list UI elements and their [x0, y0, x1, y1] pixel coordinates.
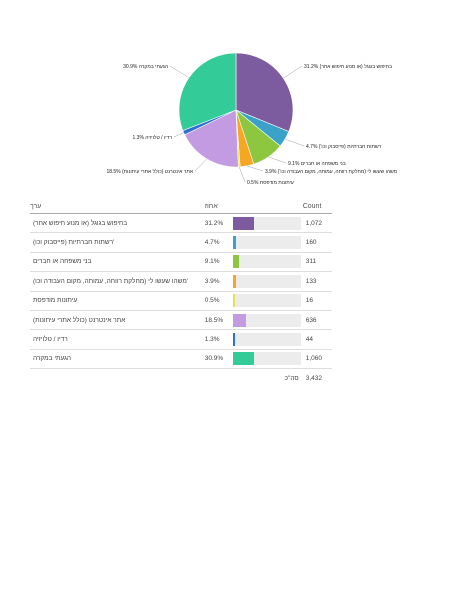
table-row: בני משפחה או חברים 9.1% 311 [30, 252, 332, 273]
row-count: 160 [302, 232, 332, 253]
row-count: 16 [302, 291, 332, 311]
row-count: 1,072 [302, 213, 332, 234]
row-label: (בחיפוש בגוגל (או מנוע חיפוש אחר [30, 213, 205, 234]
row-bar-cell [233, 213, 303, 234]
row-label: רדיו / טלויזיה [30, 329, 205, 350]
pie-leader-line [284, 138, 305, 147]
table-body: (בחיפוש בגוגל (או מנוע חיפוש אחר 31.2% 1,0… [30, 213, 332, 388]
pie-leader-line [169, 65, 190, 78]
row-label: (משהו שעשו לי (מחלקת רווחה, עמותה, מקום … [30, 271, 205, 292]
row-bar-track [233, 274, 301, 288]
row-bar-cell [233, 232, 303, 253]
row-bar-fill [233, 333, 235, 347]
row-count: 311 [302, 252, 332, 273]
row-bar-fill [233, 294, 235, 308]
header-value: ערך [30, 200, 205, 214]
pie-slice-label: 18.5% אתר אינטרנט (כולל אתרי עיתונות) [106, 168, 193, 175]
row-label: בני משפחה או חברים [30, 252, 205, 273]
table-row: רדיו / טלויזיה 1.3% 44 [30, 329, 332, 350]
row-percent: 0.5% [204, 291, 233, 311]
row-bar-cell [233, 310, 303, 331]
pie-leader-line [173, 132, 184, 138]
pie-slice [184, 109, 239, 168]
table-row: (בחיפוש בגוגל (או מנוע חיפוש אחר 31.2% 1,0… [30, 213, 332, 234]
pie-slice-label: 1.3% רדיו / טלויזיה [133, 134, 173, 141]
total-label: סה"כ [284, 374, 299, 382]
row-bar-track [233, 216, 301, 230]
table-row: הגעתי במקרה 30.9% 1,060 [30, 349, 332, 370]
row-bar-fill [233, 216, 255, 230]
row-bar-fill [233, 352, 254, 366]
row-count: 636 [302, 310, 332, 331]
row-percent: 4.7% [204, 232, 233, 253]
header-bar-spacer [233, 200, 303, 214]
pie-slice-label: 30.9% הגעתי במקרה [123, 64, 168, 70]
row-bar-fill [233, 255, 240, 269]
pie-slice-label: 0.5% עיתונות מודפסת [247, 180, 294, 186]
table-row: עיתונות מודפסת 0.5% 16 [30, 291, 332, 311]
total-spacer [30, 369, 205, 388]
row-bar-track [233, 255, 301, 269]
pie-leader-line [239, 166, 246, 183]
pie-slice-label: 31.2% בחיפוש בגוגל (או מנוע חיפוש אחר) [304, 63, 392, 70]
pie-leader-line [246, 165, 264, 172]
row-bar-fill [233, 313, 246, 327]
row-count: 133 [302, 271, 332, 292]
table-row: (אתר אינטרנט (כולל אתרי עיתונות 18.5% 636 [30, 310, 332, 331]
row-bar-track [233, 294, 301, 308]
pie-slice-label: 3.9% משהו שעשו לי (מחלקת רווחה, עמותה, מ… [265, 168, 398, 175]
row-count: 1,060 [302, 349, 332, 370]
row-label: (אתר אינטרנט (כולל אתרי עיתונות [30, 310, 205, 331]
pie-slice-label: 9.1% בני משפחה או חברים [288, 161, 346, 167]
total-spacer [205, 369, 233, 388]
row-percent: 9.1% [204, 252, 233, 273]
row-label: עיתונות מודפסת [30, 291, 205, 311]
row-label: (רשתות חברתיות (פייסבוק וכו' [30, 232, 205, 253]
pie-leader-line [283, 65, 303, 79]
header-count: Count [302, 200, 332, 214]
row-bar-cell [233, 349, 303, 370]
row-percent: 18.5% [204, 310, 233, 331]
total-row: סה"כ 3,432 [30, 369, 332, 388]
pie-leader-line [268, 156, 287, 164]
pie-leader-line [194, 158, 207, 172]
row-count: 44 [302, 329, 332, 350]
row-percent: 3.9% [204, 271, 233, 292]
pie-chart: 31.2% בחיפוש בגוגל (או מנוע חיפוש אחר) 4.… [106, 52, 398, 186]
row-bar-fill [233, 274, 236, 288]
row-bar-track [233, 313, 301, 327]
row-bar-fill [233, 236, 237, 250]
results-table: ערך אחוז Count (בחיפוש בגוגל (או מנוע חי… [30, 200, 332, 388]
row-bar-track [233, 333, 301, 347]
table-row: (רשתות חברתיות (פייסבוק וכו' 4.7% 160 [30, 232, 332, 253]
table-header-row: ערך אחוז Count [30, 200, 332, 214]
row-bar-track [233, 236, 301, 250]
row-bar-cell [233, 329, 303, 350]
row-bar-cell [233, 271, 303, 292]
pie-slice-label: 4.7% רשתות חברתיות (פייסבוק וכו') [306, 144, 382, 150]
row-percent: 1.3% [204, 329, 233, 350]
row-label: הגעתי במקרה [30, 349, 205, 370]
row-percent: 30.9% [204, 349, 233, 370]
total-count: 3,432 [305, 374, 322, 382]
table-row: (משהו שעשו לי (מחלקת רווחה, עמותה, מקום … [30, 271, 332, 292]
pie-chart-area: 31.2% בחיפוש בגוגל (או מנוע חיפוש אחר) 4.… [0, 0, 463, 200]
row-bar-track [233, 352, 301, 366]
row-percent: 31.2% [204, 213, 233, 234]
row-bar-cell [233, 291, 303, 311]
header-percent: אחוז [204, 200, 233, 214]
row-bar-cell [233, 252, 303, 273]
